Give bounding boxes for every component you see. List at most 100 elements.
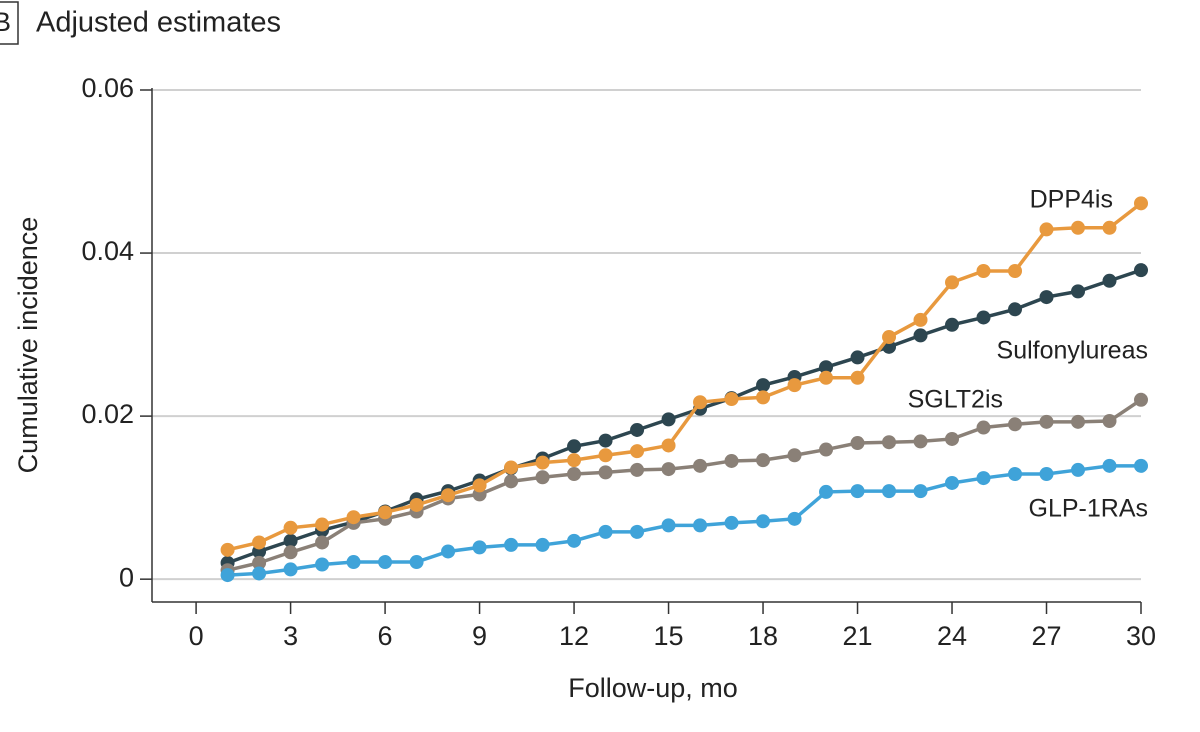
data-point (1134, 392, 1148, 407)
data-point (1071, 462, 1086, 477)
data-point (630, 422, 645, 437)
data-point (913, 312, 928, 327)
chart-title: Adjusted estimates (36, 7, 281, 39)
data-point (315, 557, 330, 572)
data-point (472, 540, 487, 555)
data-point (913, 328, 928, 343)
x-tick-label: 6 (378, 621, 393, 651)
data-point (882, 330, 897, 345)
data-point (252, 566, 267, 581)
data-point (283, 520, 298, 535)
data-point (1039, 222, 1054, 237)
x-tick-label: 27 (1031, 621, 1061, 651)
data-point (1008, 263, 1023, 278)
x-tick-label: 3 (283, 621, 298, 651)
data-point (913, 434, 928, 449)
x-tick-label: 0 (189, 621, 204, 651)
data-point (535, 537, 550, 552)
data-point (567, 467, 582, 481)
y-tick-label: 0.02 (81, 399, 134, 429)
data-point (1008, 302, 1023, 317)
data-point (220, 568, 235, 583)
data-point (976, 471, 991, 486)
data-point (693, 518, 708, 533)
data-point (819, 370, 834, 385)
data-point (787, 448, 802, 463)
data-point (1039, 467, 1054, 481)
data-point (630, 524, 645, 539)
y-tick-label: 0.06 (81, 73, 134, 103)
data-point (598, 524, 613, 539)
data-point (693, 458, 708, 473)
data-point (346, 555, 361, 570)
data-point (598, 465, 613, 480)
data-point (535, 455, 550, 470)
data-point (441, 488, 456, 503)
data-point (819, 360, 834, 375)
data-point (787, 378, 802, 393)
x-tick-label: 24 (937, 621, 967, 651)
series-label: SGLT2is (908, 386, 1003, 414)
data-point (850, 350, 865, 365)
panel-box (0, 1, 19, 45)
data-point (693, 395, 708, 410)
data-point (504, 474, 519, 489)
data-point (504, 460, 519, 475)
data-point (1039, 414, 1054, 429)
data-point (1102, 220, 1117, 235)
data-point (1071, 284, 1086, 299)
y-axis-label: Cumulative incidence (13, 217, 43, 474)
data-point (472, 478, 487, 493)
data-point (882, 484, 897, 499)
data-point (630, 444, 645, 459)
y-tick-label: 0.04 (81, 236, 134, 266)
data-point (630, 462, 645, 477)
data-point (661, 412, 676, 427)
data-point (1039, 290, 1054, 305)
data-point (441, 544, 456, 559)
data-point (976, 263, 991, 278)
data-point (1071, 414, 1086, 429)
data-point (756, 390, 771, 405)
data-point (945, 275, 960, 290)
data-point (535, 470, 550, 485)
y-tick-label: 0 (119, 562, 134, 592)
series-line (227, 201, 1143, 552)
data-point (567, 453, 582, 468)
data-point (976, 420, 991, 435)
data-point (598, 433, 613, 448)
data-point (819, 442, 834, 457)
data-point (819, 484, 834, 499)
data-point (346, 510, 361, 525)
data-point (1008, 417, 1023, 432)
data-point (661, 518, 676, 533)
data-point (882, 435, 897, 450)
data-point (252, 555, 267, 570)
data-point (1102, 414, 1117, 429)
x-tick-label: 9 (472, 621, 487, 651)
data-point (945, 475, 960, 490)
data-point (850, 370, 865, 385)
data-point (1134, 458, 1148, 473)
data-point (567, 533, 582, 548)
data-point (598, 448, 613, 463)
data-point (945, 317, 960, 332)
data-point (1071, 220, 1086, 235)
data-point (567, 439, 582, 454)
data-point (220, 542, 235, 557)
data-point (850, 484, 865, 499)
data-point (283, 533, 298, 548)
data-point (661, 438, 676, 453)
data-point (976, 310, 991, 325)
data-point (378, 555, 393, 570)
data-point (945, 431, 960, 446)
data-point (1102, 273, 1117, 288)
data-point (1134, 196, 1148, 211)
data-point (724, 515, 739, 530)
series-label: DPP4is (1030, 186, 1113, 214)
data-point (315, 517, 330, 532)
data-point (252, 535, 267, 550)
data-point (409, 555, 424, 570)
x-tick-label: 18 (748, 621, 778, 651)
